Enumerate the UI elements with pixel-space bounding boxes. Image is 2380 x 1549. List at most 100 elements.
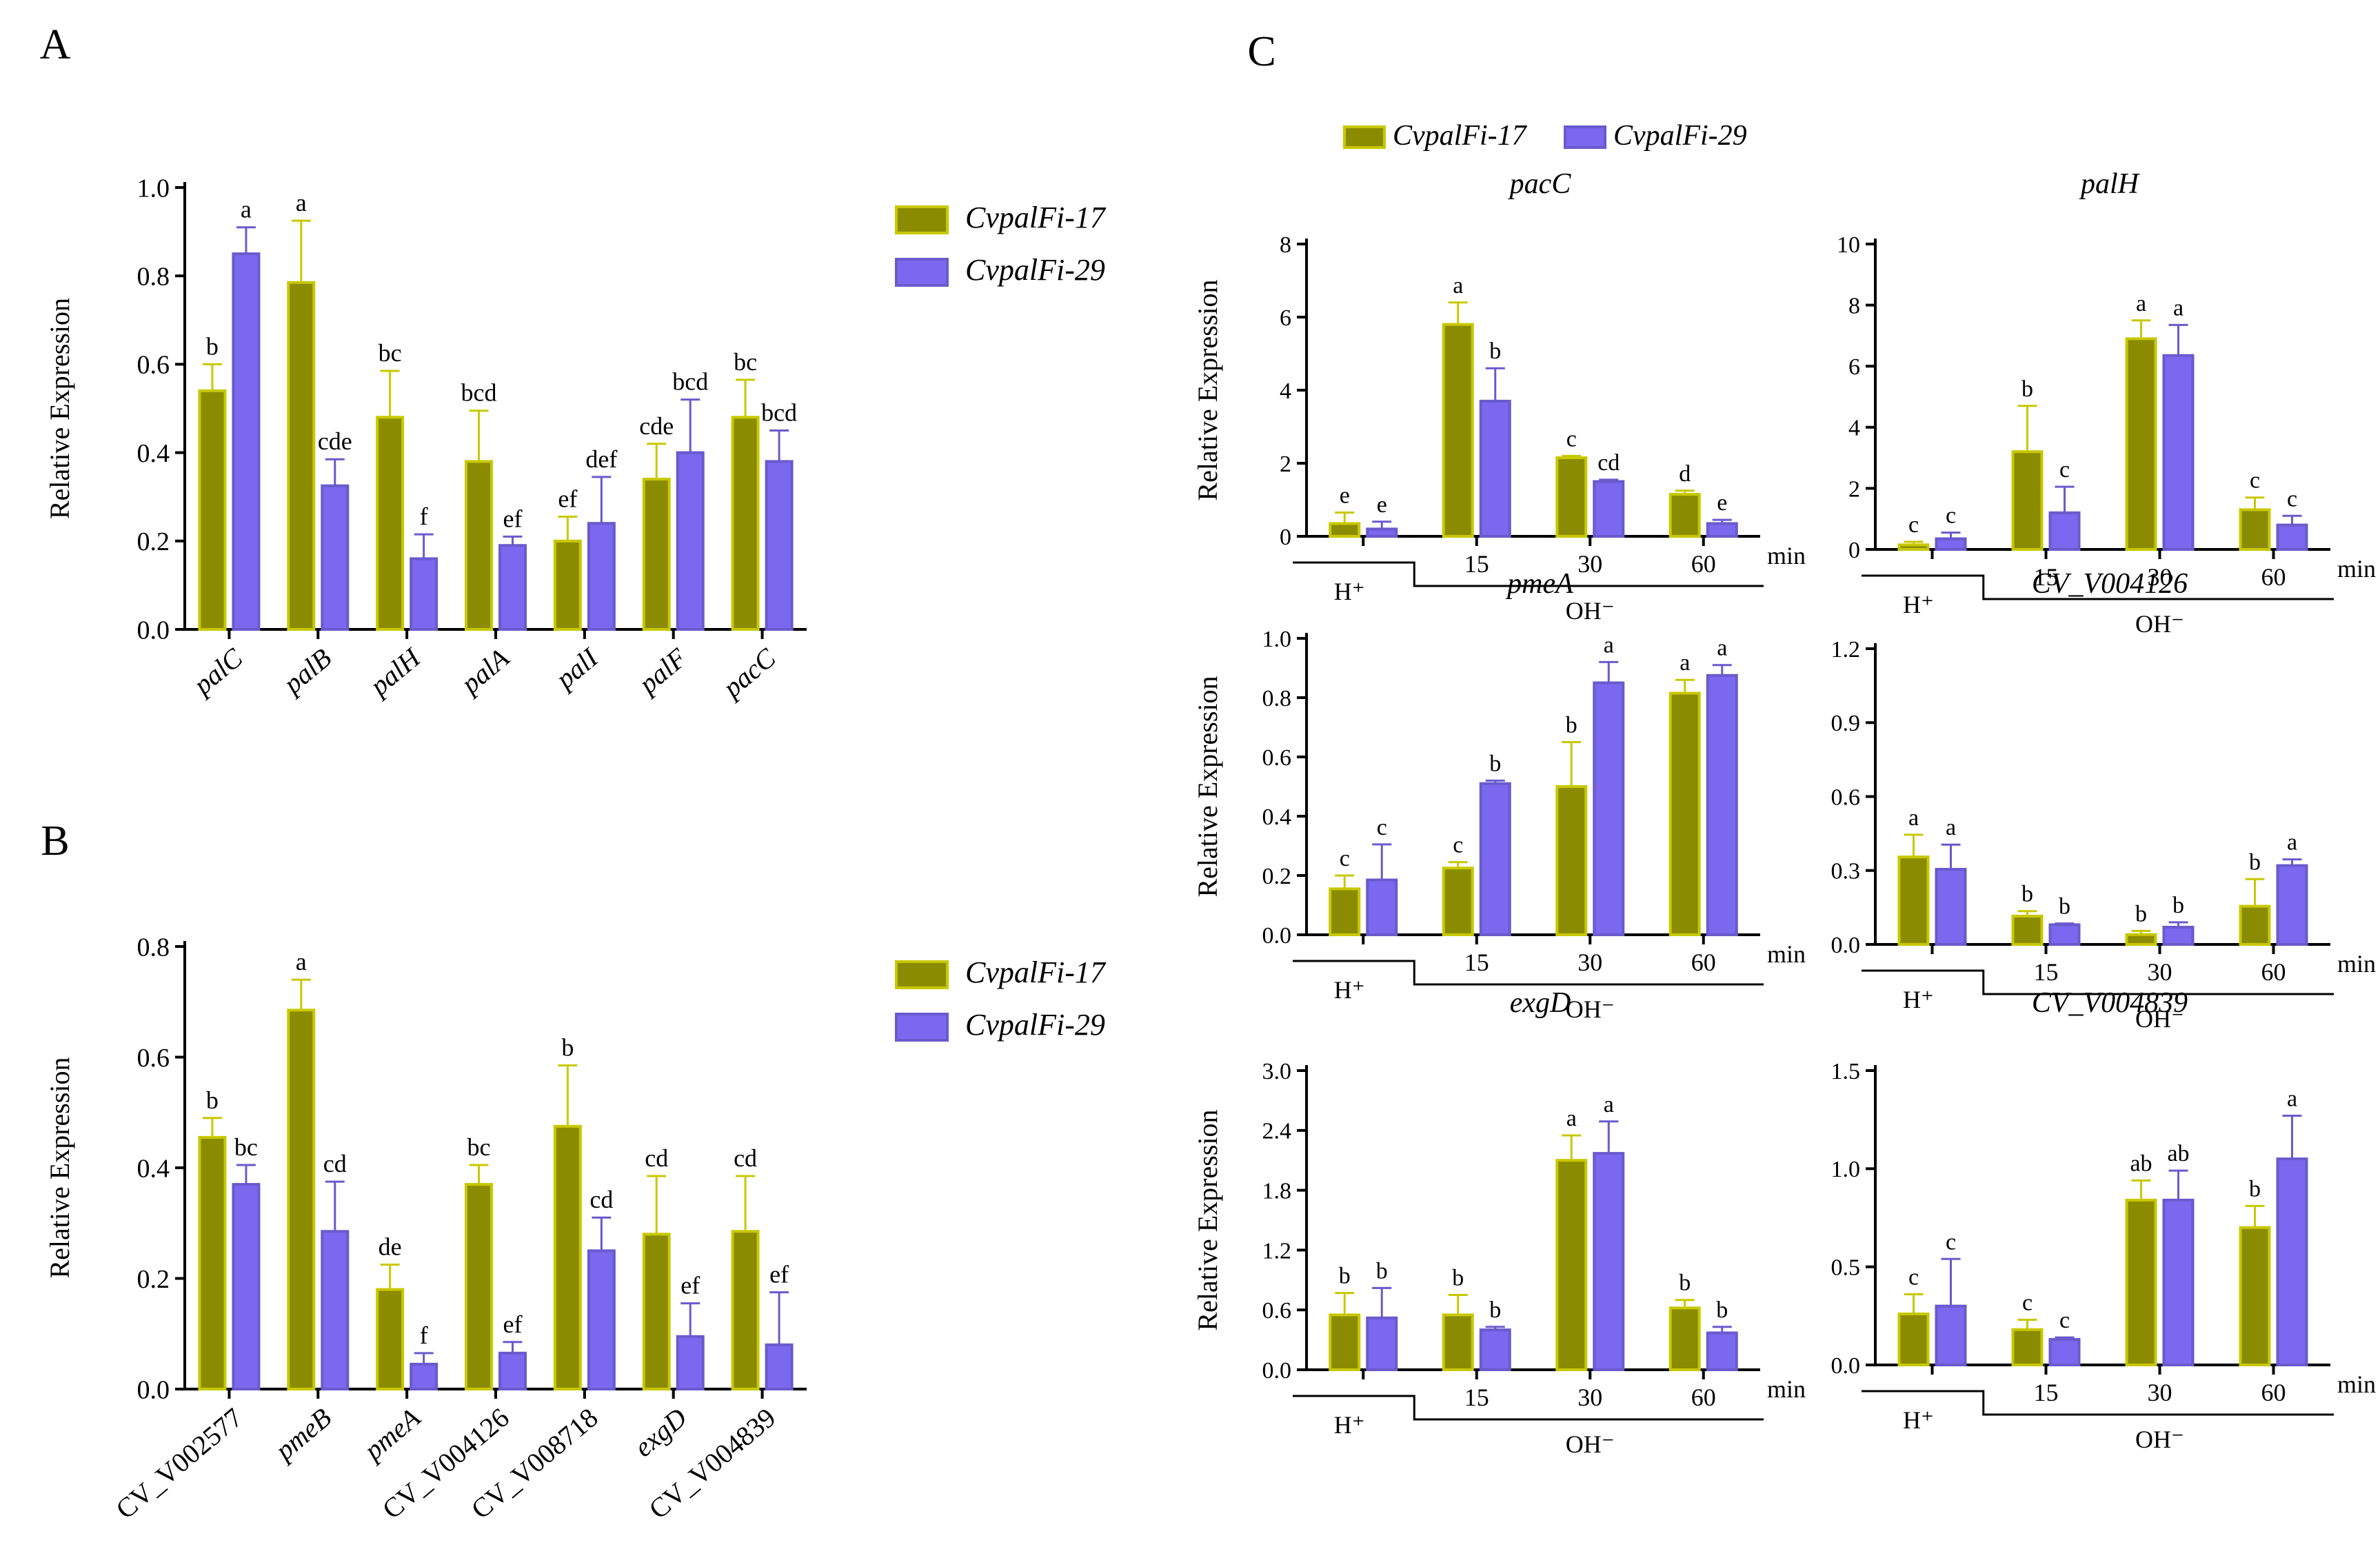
base-label: OH⁻ — [1566, 1430, 1615, 1458]
significance-letter: a — [1717, 636, 1727, 661]
significance-letter: ef — [769, 1261, 789, 1288]
bar-cvpalfi-29-30 — [1593, 681, 1625, 936]
bar-cvpalfi-29-pala — [498, 544, 527, 631]
time-label-60: 60 — [2261, 563, 2286, 591]
bar-cvpalfi-17-30 — [1555, 785, 1588, 936]
bar-cvpalfi-17-h — [1897, 543, 1930, 551]
category-label-palf: palF — [631, 642, 693, 700]
significance-letter: f — [420, 503, 428, 530]
base-label: OH⁻ — [1566, 597, 1615, 625]
bar-cvpalfi-29-60 — [2276, 1157, 2308, 1366]
significance-letter: c — [1453, 833, 1463, 858]
y-tick-label: 0.0 — [137, 616, 170, 645]
legend-a: CvpalFi-17 CvpalFi-29 — [895, 201, 1107, 287]
chart-title-exgd: exgD — [1510, 987, 1571, 1019]
significance-letter: cde — [639, 412, 674, 440]
legend-label-cvpalfi-29: CvpalFi-29 — [965, 1008, 1105, 1042]
legend-label-cvpalfi-29: CvpalFi-29 — [1613, 120, 1747, 152]
category-label-cv-v002577: CV_V002577 — [110, 1401, 248, 1525]
significance-letter: bc — [734, 348, 757, 376]
significance-letter: b — [2059, 894, 2070, 920]
significance-letter: c — [2059, 457, 2070, 483]
bar-cvpalfi-29-cv-v004839 — [765, 1343, 794, 1391]
significance-letter: c — [1946, 503, 1956, 529]
significance-letter: d — [1679, 461, 1691, 487]
acid-label: H⁺ — [1334, 976, 1365, 1004]
significance-letter: bc — [234, 1133, 258, 1161]
y-tick-label: 1.2 — [1831, 637, 1861, 662]
y-tick-label: 2.4 — [1262, 1119, 1292, 1144]
bar-cvpalfi-29-palf — [676, 451, 705, 631]
significance-letter: b — [2172, 893, 2184, 918]
y-tick-label: 1.0 — [1262, 627, 1292, 652]
chart-C6: CV_V004839 0.0 0.5 1.0 1.5 c c c c 15 ab ab 30 b a 60 mi… — [1831, 987, 2377, 1453]
bar-cvpalfi-17-15 — [1442, 867, 1474, 936]
time-label-60: 60 — [2261, 1379, 2286, 1406]
bar-cvpalfi-29-h — [1935, 867, 1967, 946]
bar-cvpalfi-29-pali — [587, 522, 616, 631]
y-tick-label: 2 — [1848, 476, 1860, 502]
bar-cvpalfi-17-palf — [642, 478, 671, 631]
significance-letter: bc — [379, 339, 402, 367]
time-label-15: 15 — [2034, 958, 2059, 986]
bar-cvpalfi-29-h — [1366, 1316, 1398, 1371]
significance-letter: c — [2022, 1290, 2033, 1316]
treatment-bracket — [1862, 1390, 2334, 1416]
significance-letter: b — [2021, 882, 2033, 907]
time-label-15: 15 — [1464, 550, 1489, 578]
y-axis-label: Relative Expression — [1192, 676, 1223, 897]
bar-cvpalfi-29-pmea — [410, 1362, 438, 1390]
legend-swatch-cvpalfi-17 — [895, 960, 949, 989]
significance-letter: a — [1453, 273, 1463, 298]
y-tick-label: 8 — [1280, 232, 1291, 258]
bar-cvpalfi-17-30 — [1555, 456, 1588, 538]
time-label-15: 15 — [2034, 563, 2059, 591]
significance-letter: c — [1340, 846, 1350, 871]
category-label-palc: palC — [185, 642, 249, 702]
bar-cvpalfi-29-h — [1366, 878, 1398, 936]
significance-letter: c — [2250, 468, 2260, 494]
bar-cvpalfi-29-60 — [1706, 1331, 1738, 1372]
legend-swatch-cvpalfi-17 — [895, 205, 949, 234]
chart-title-cv-v004126: CV_V004126 — [2032, 568, 2188, 600]
significance-letter: b — [206, 1086, 219, 1114]
bar-cvpalfi-17-60 — [2239, 508, 2271, 551]
y-tick-label: 1.0 — [137, 174, 170, 203]
bar-cvpalfi-17-palb — [287, 281, 316, 631]
significance-letter: b — [1489, 1297, 1501, 1323]
significance-letter: cde — [318, 427, 352, 455]
legend-b: CvpalFi-17 CvpalFi-29 — [895, 955, 1107, 1042]
base-label: OH⁻ — [2135, 610, 2184, 638]
legend-c: CvpalFi-17 CvpalFi-29 — [1343, 120, 1747, 152]
category-label-palb: palB — [276, 642, 337, 700]
unit-label: min — [2337, 555, 2376, 583]
significance-letter: a — [1946, 815, 1956, 840]
y-tick-label: 6 — [1280, 305, 1291, 331]
time-label-60: 60 — [1691, 949, 1716, 976]
chart-title-palh: palH — [2079, 168, 2141, 200]
time-label-30: 30 — [1577, 1384, 1602, 1411]
significance-letter: ef — [558, 485, 577, 513]
significance-letter: b — [1489, 751, 1501, 776]
significance-letter: b — [1489, 338, 1501, 364]
bar-cvpalfi-29-60 — [2276, 864, 2308, 946]
significance-letter: bcd — [761, 399, 797, 427]
treatment-bracket — [1862, 969, 2334, 995]
y-tick-label: 0.2 — [137, 1265, 170, 1294]
chart-C3: pmeA Relative Expression 0.0 0.2 0.4 0.6 0.8 1.… — [1192, 568, 1806, 1023]
legend-label-cvpalfi-17: CvpalFi-17 — [965, 201, 1107, 234]
legend-swatch-cvpalfi-17 — [1343, 125, 1386, 149]
bar-cvpalfi-29-15 — [1479, 1328, 1511, 1371]
significance-letter: a — [2287, 1086, 2297, 1111]
y-tick-label: 0.0 — [1262, 1358, 1292, 1384]
bar-cvpalfi-17-cv-v004839 — [731, 1230, 760, 1390]
y-tick-label: 0.3 — [1831, 859, 1861, 884]
time-label-60: 60 — [1691, 550, 1716, 578]
legend-swatch-cvpalfi-29 — [1564, 125, 1606, 149]
bar-cvpalfi-29-pacc — [765, 460, 794, 631]
significance-letter: bcd — [672, 368, 708, 396]
bar-cvpalfi-29-pmeb — [321, 1230, 350, 1390]
significance-letter: a — [1680, 650, 1690, 676]
